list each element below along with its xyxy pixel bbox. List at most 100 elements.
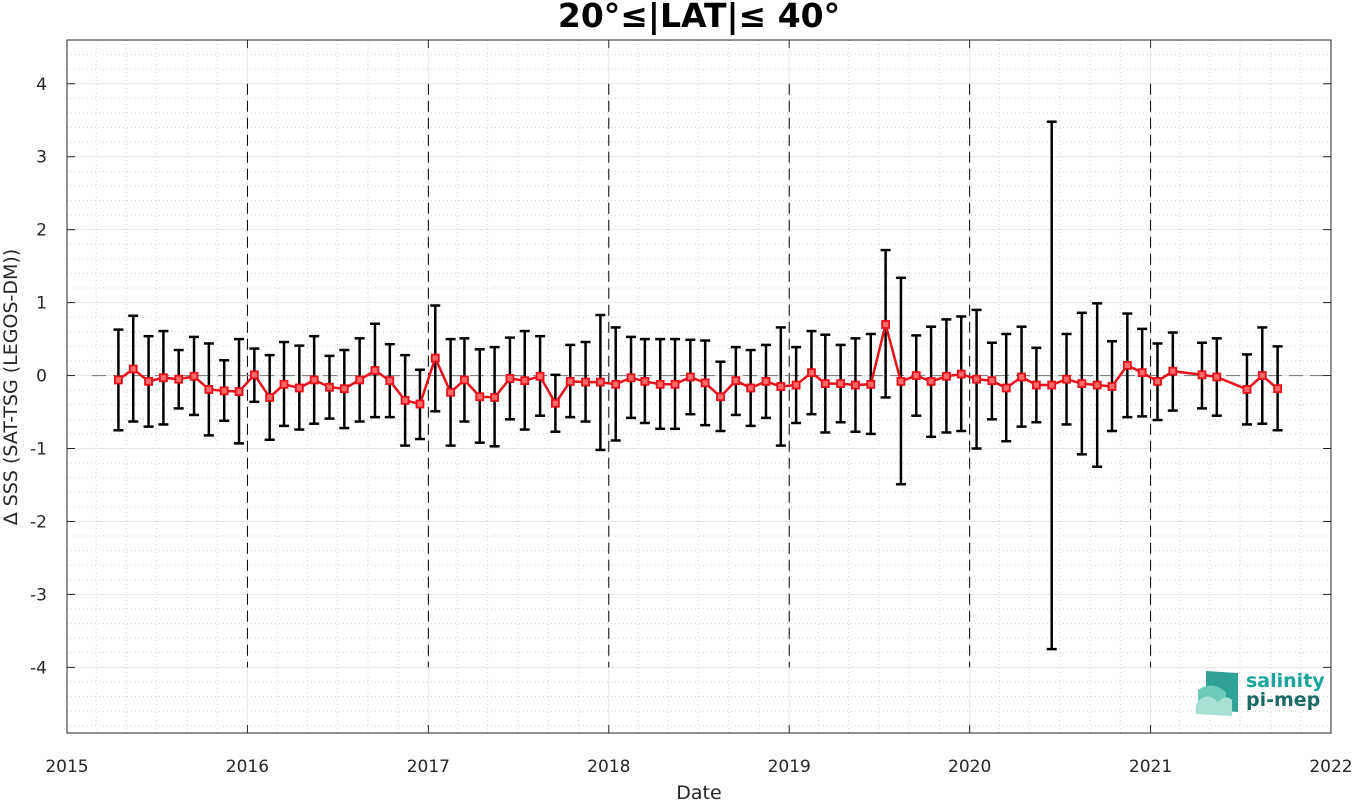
- x-axis-label: Date: [676, 782, 721, 801]
- logo-emblem: [1196, 671, 1238, 716]
- y-tick-label: -3: [30, 585, 47, 605]
- data-point: [911, 371, 921, 380]
- data-point: [791, 380, 801, 390]
- data-point: [640, 376, 650, 386]
- data-point: [355, 375, 365, 385]
- data-point: [565, 376, 575, 386]
- data-point: [1001, 383, 1011, 393]
- data-point: [325, 382, 334, 392]
- data-point: [370, 366, 380, 375]
- axis-ticks: [66, 40, 1332, 733]
- data-point: [761, 376, 771, 386]
- data-point: [1062, 374, 1071, 384]
- x-tick-label: 2017: [407, 757, 450, 777]
- data-point: [475, 392, 485, 402]
- data-point: [520, 376, 530, 386]
- x-tick-label: 2021: [1129, 757, 1172, 777]
- data-point: [234, 387, 244, 397]
- data-point: [655, 379, 665, 389]
- x-tick-label: 2020: [948, 757, 991, 777]
- data-point: [611, 379, 621, 389]
- data-point: [1273, 384, 1283, 394]
- data-point: [1153, 376, 1162, 386]
- data-point: [265, 393, 275, 402]
- data-point: [415, 399, 425, 409]
- data-point: [626, 373, 636, 383]
- data-point: [1122, 360, 1132, 370]
- data-point: [1092, 380, 1102, 390]
- data-point: [731, 376, 741, 386]
- data-point: [700, 378, 710, 388]
- data-point: [836, 379, 846, 388]
- data-point: [446, 387, 455, 397]
- data-point: [158, 373, 168, 383]
- data-point: [1077, 379, 1087, 388]
- data-point: [716, 392, 725, 402]
- data-point: [249, 370, 259, 380]
- data-point: [189, 371, 199, 381]
- salinity-pi-mep-logo: salinity pi-mep: [1196, 670, 1325, 716]
- data-point: [851, 380, 860, 390]
- data-point: [505, 374, 515, 383]
- data-point: [309, 375, 319, 385]
- y-tick-label: -1: [30, 440, 47, 460]
- data-point: [174, 374, 184, 384]
- data-point: [896, 376, 906, 386]
- logo-text-pi-mep: pi-mep: [1246, 689, 1320, 711]
- data-point: [385, 376, 395, 386]
- y-tick-label: 1: [36, 294, 47, 314]
- data-point: [926, 376, 936, 386]
- data-point: [1017, 372, 1026, 382]
- y-tick-label: -4: [30, 658, 47, 678]
- axes-box: [66, 39, 1332, 734]
- data-point: [820, 379, 830, 388]
- data-point: [144, 376, 153, 386]
- data-point: [1168, 366, 1178, 376]
- x-tick-label: 2018: [587, 757, 630, 777]
- data-point: [685, 372, 695, 382]
- data-point: [807, 368, 816, 378]
- data-point: [942, 371, 951, 381]
- data-point: [1257, 371, 1267, 380]
- data-point: [987, 376, 997, 386]
- data-point: [535, 371, 545, 381]
- data-point: [1242, 385, 1252, 394]
- data-point: [956, 369, 966, 379]
- x-tick-label: 2022: [1309, 757, 1352, 777]
- data-point: [881, 320, 891, 329]
- chart-title: 20°≤|LAT|≤ 40°: [558, 0, 840, 35]
- data-point: [746, 383, 756, 393]
- y-tick-labels: 4 3 2 1 0 -1 -2 -3 -4: [30, 75, 47, 679]
- data-point: [219, 386, 229, 396]
- data-point: [972, 374, 981, 384]
- y-tick-label: 3: [36, 148, 47, 168]
- data-point: [670, 379, 680, 389]
- data-point: [550, 398, 560, 408]
- mean-series: [114, 320, 1283, 409]
- x-tick-label: 2016: [226, 757, 269, 777]
- mean-series-line: [117, 324, 1279, 406]
- data-point: [400, 395, 410, 405]
- y-tick-label: -2: [30, 512, 47, 532]
- data-point: [460, 375, 469, 385]
- data-point: [279, 379, 289, 389]
- data-point: [430, 353, 440, 363]
- x-tick-label: 2015: [45, 757, 88, 777]
- data-point: [866, 379, 876, 389]
- data-point: [776, 382, 786, 391]
- data-point: [294, 383, 304, 393]
- data-point: [1047, 380, 1057, 390]
- data-point: [128, 364, 138, 374]
- y-tick-label: 2: [36, 221, 47, 241]
- x-tick-labels: 2015 2016 2017 2018 2019 2020 2021 2022: [45, 757, 1352, 777]
- data-point: [1212, 372, 1222, 382]
- data-point: [490, 393, 499, 402]
- data-point: [1197, 370, 1207, 380]
- data-point: [1137, 368, 1147, 378]
- data-point: [581, 377, 590, 387]
- axes-frame: [66, 39, 1332, 734]
- data-point: [114, 375, 123, 385]
- minor-grid: [67, 40, 1331, 733]
